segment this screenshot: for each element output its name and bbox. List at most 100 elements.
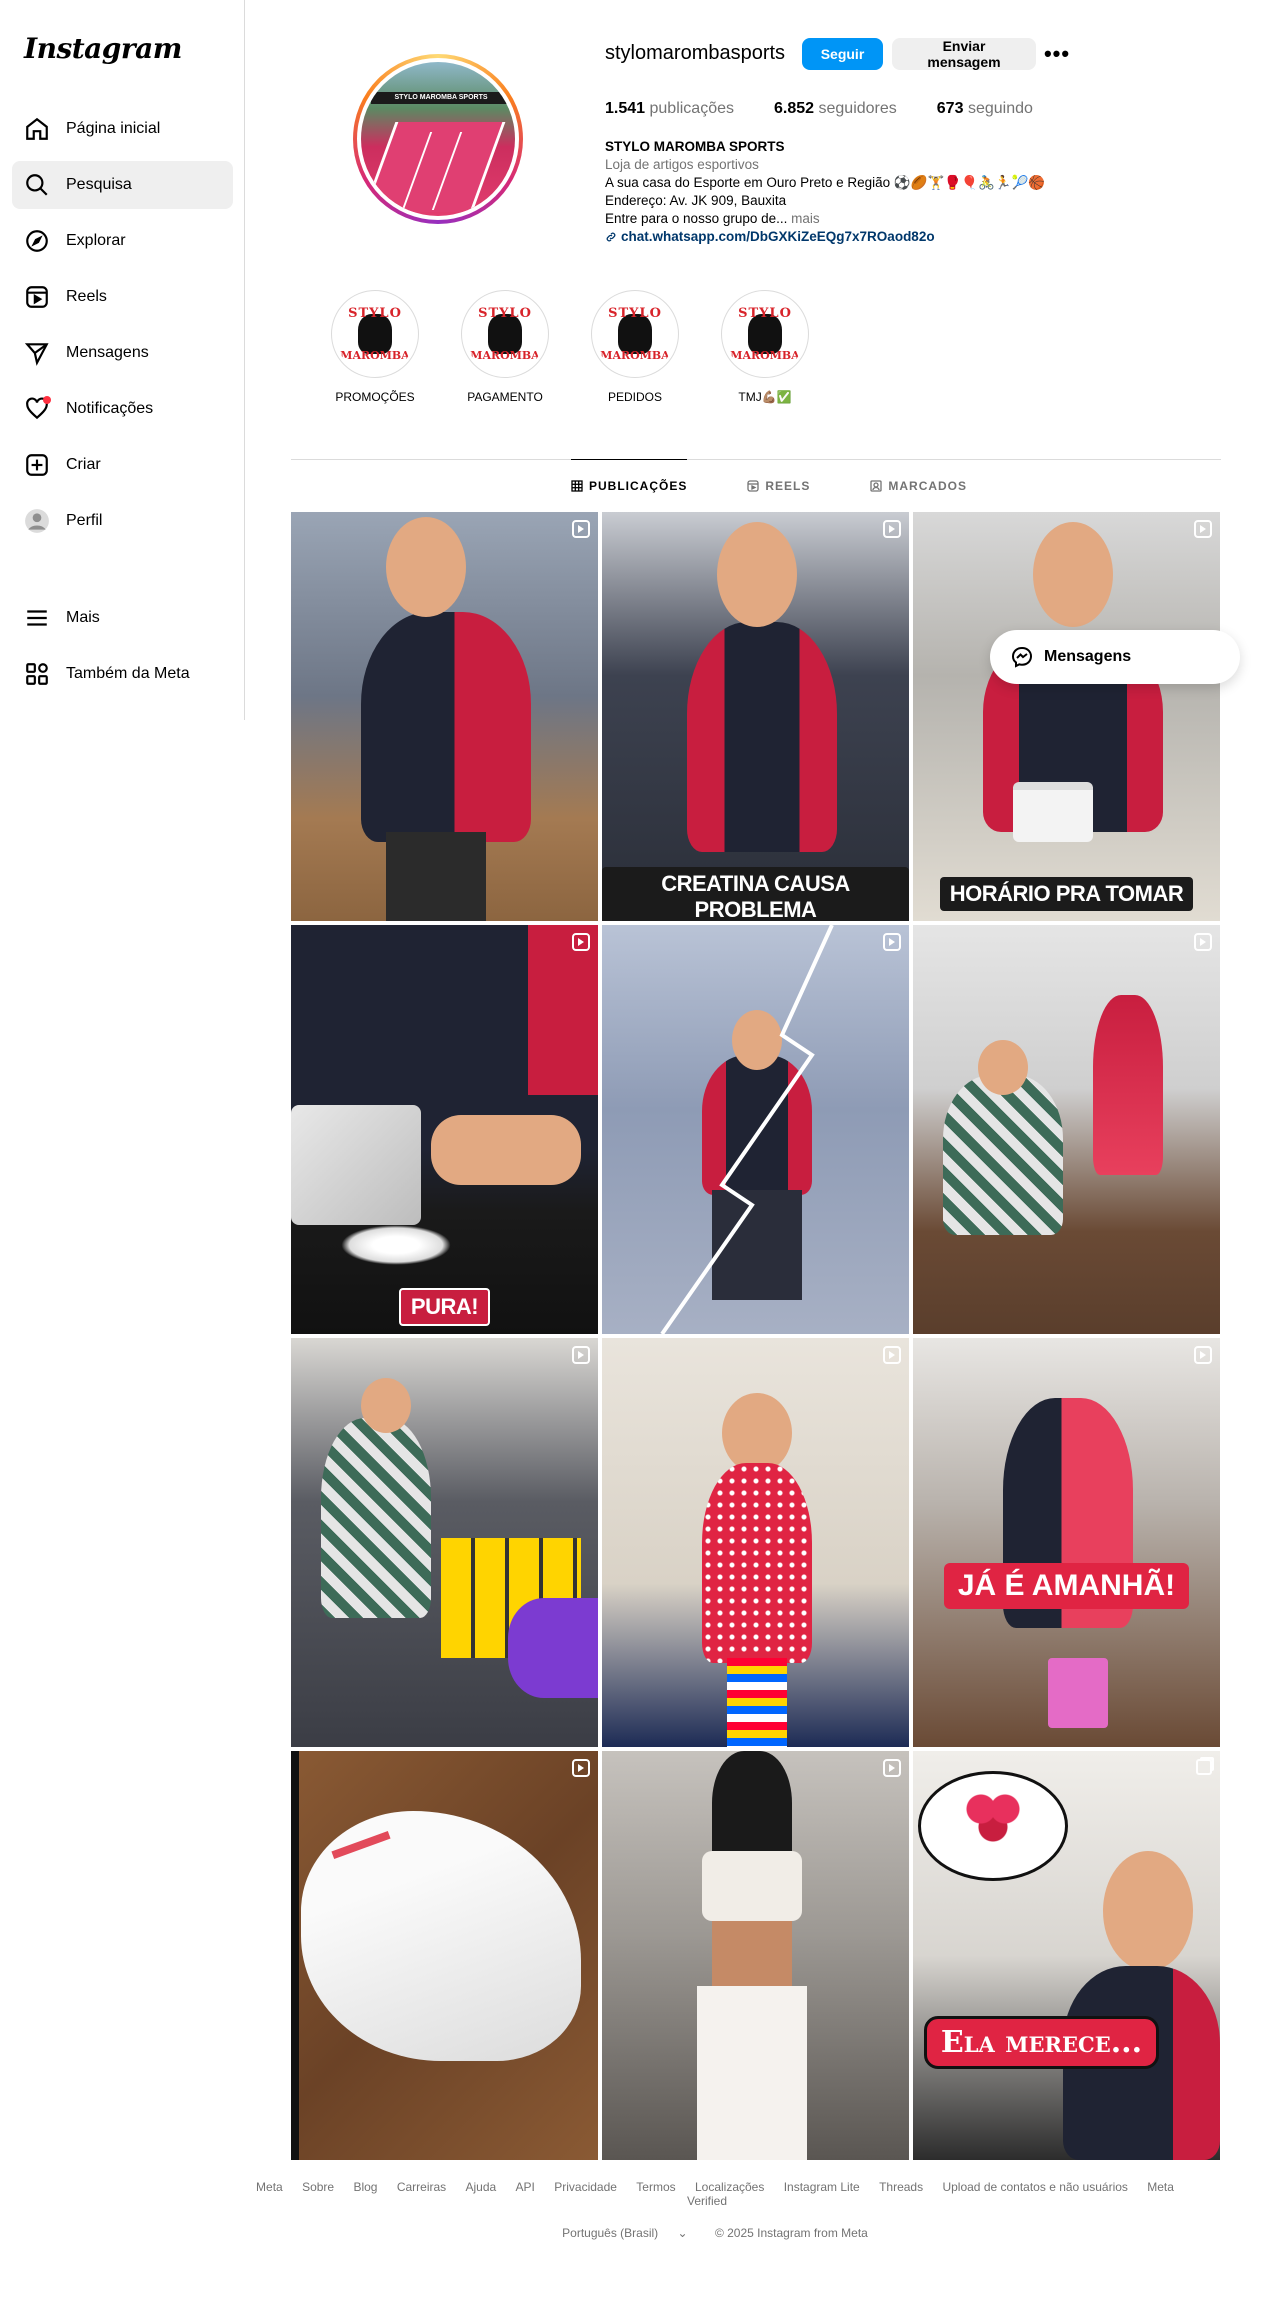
tab-tagged[interactable]: MARCADOS (870, 460, 967, 512)
following-label: seguindo (967, 100, 1033, 117)
tab-posts[interactable]: PUBLICAÇÕES (571, 459, 688, 511)
post-caption: PURA! (291, 1288, 598, 1326)
reel-icon (572, 520, 590, 538)
plus-square-icon (24, 452, 50, 478)
post-thumbnail[interactable]: PURA! (291, 925, 598, 1334)
copyright: © 2025 Instagram from Meta (714, 2226, 868, 2240)
bodybuilder-icon (488, 314, 522, 354)
post-thumbnail[interactable] (913, 925, 1220, 1334)
floating-messages-button[interactable]: Mensagens (990, 630, 1240, 684)
posts-grid: CREATINA CAUSA PROBLEMA HORÁRIO PRA TOMA… (291, 512, 1221, 2160)
footer-link[interactable]: Privacidade (554, 2180, 617, 2194)
language-selector[interactable]: Português (Brasil) ⌄ (554, 2226, 695, 2240)
post-thumbnail[interactable] (291, 512, 598, 921)
avatar-image: STYLO MAROMBA SPORTS (361, 62, 515, 216)
reel-icon (883, 520, 901, 538)
post-thumbnail[interactable]: Ela merece... (913, 1751, 1220, 2160)
footer-link[interactable]: Instagram Lite (783, 2180, 860, 2194)
highlight-pagamento[interactable]: STYLO MAROMBA PAGAMENTO (460, 290, 550, 404)
carousel-icon (1196, 1759, 1212, 1775)
sidebar-item-label: Reels (66, 288, 107, 305)
footer-link[interactable]: Meta Verified (686, 2180, 1174, 2208)
footer-link[interactable]: Upload de contatos e não usuários (942, 2180, 1128, 2194)
sidebar-item-search[interactable]: Pesquisa (12, 161, 233, 209)
sidebar-item-label: Também da Meta (66, 665, 190, 682)
more-options-icon[interactable]: ••• (1043, 41, 1071, 66)
caption-text: JÁ É AMANHÃ! (943, 1563, 1190, 1609)
heart-icon (24, 396, 51, 422)
following-stat[interactable]: 673 seguindo (937, 100, 1033, 118)
post-thumbnail[interactable] (291, 1338, 598, 1747)
post-thumbnail[interactable] (602, 1751, 909, 2160)
meta-apps-icon (24, 661, 50, 687)
sidebar-item-explore[interactable]: Explorar (12, 217, 233, 265)
footer-link[interactable]: Ajuda (465, 2180, 497, 2194)
sidebar-item-label: Notificações (66, 400, 154, 417)
notification-badge (43, 396, 51, 404)
highlight-cover: STYLO MAROMBA (335, 294, 415, 374)
following-count: 673 (936, 100, 964, 117)
profile-tabs: PUBLICAÇÕES REELS MARCADOS (571, 459, 1027, 512)
sidebar-item-reels[interactable]: Reels (12, 273, 233, 321)
footer-link[interactable]: Carreiras (396, 2180, 447, 2194)
highlight-promocoes[interactable]: STYLO MAROMBA PROMOÇÕES (330, 290, 420, 404)
tutu-skirt (508, 1598, 598, 1698)
highlight-cover-text: STYLO (478, 306, 532, 321)
post-thumbnail[interactable]: HORÁRIO PRA TOMAR (913, 512, 1220, 921)
bio-more-link[interactable]: mais (791, 211, 820, 226)
sidebar-item-notifications[interactable]: Notificações (12, 385, 233, 433)
sidebar-item-home[interactable]: Página inicial (12, 105, 233, 153)
followers-count: 6.852 (774, 100, 815, 117)
messenger-icon (1011, 646, 1033, 668)
legs (712, 1190, 802, 1300)
highlight-tmj[interactable]: STYLO MAROMBA TMJ💪🏽✅ (720, 290, 810, 404)
tab-reels[interactable]: REELS (747, 460, 810, 512)
post-thumbnail[interactable]: CREATINA CAUSA PROBLEMA (602, 512, 909, 921)
highlight-cover-text: MAROMBA (340, 349, 410, 362)
highlight-ring: STYLO MAROMBA (461, 290, 549, 378)
followers-stat[interactable]: 6.852 seguidores (774, 100, 897, 118)
person-head (717, 522, 797, 627)
highlight-cover: STYLO MAROMBA (725, 294, 805, 374)
profile-category: Loja de artigos esportivos (605, 157, 759, 172)
post-caption: CREATINA CAUSA PROBLEMA (602, 867, 909, 921)
followers-label: seguidores (818, 100, 897, 117)
footer-link[interactable]: Threads (879, 2180, 924, 2194)
reel-icon (1194, 1346, 1212, 1364)
footer-link[interactable]: API (515, 2180, 535, 2194)
highlight-label: PAGAMENTO (467, 390, 543, 404)
footer-link[interactable]: Meta (256, 2180, 283, 2194)
reel-icon (883, 1759, 901, 1777)
tabs-divider (291, 459, 1221, 460)
post-thumbnail[interactable] (602, 1338, 909, 1747)
sidebar-item-create[interactable]: Criar (12, 441, 233, 489)
footer-link[interactable]: Blog (353, 2180, 378, 2194)
lightning-effect (660, 925, 834, 1334)
highlight-cover-text: STYLO (738, 306, 792, 321)
highlight-ring: STYLO MAROMBA (721, 290, 809, 378)
caption-text: Ela merece... (923, 2016, 1160, 2069)
sidebar-item-more[interactable]: Mais (12, 594, 233, 642)
footer-link[interactable]: Localizações (694, 2180, 765, 2194)
profile-avatar[interactable]: STYLO MAROMBA SPORTS (353, 54, 523, 224)
send-message-button[interactable]: Enviar mensagem (892, 38, 1036, 70)
creatine-jar (1013, 782, 1093, 842)
follow-button[interactable]: Seguir (802, 38, 883, 70)
footer-link[interactable]: Sobre (302, 2180, 335, 2194)
instagram-logo[interactable]: Instagram (24, 32, 182, 65)
highlight-cover-text: MAROMBA (470, 349, 540, 362)
highlight-pedidos[interactable]: STYLO MAROMBA PEDIDOS (590, 290, 680, 404)
footer-link[interactable]: Termos (636, 2180, 676, 2194)
reel-icon (883, 933, 901, 951)
floating-messages-label: Mensagens (1044, 648, 1132, 665)
bio-link[interactable]: chat.whatsapp.com/DbGXKiZeEQg7x7ROaod82o (605, 228, 1125, 246)
tagged-icon (870, 480, 883, 492)
sidebar-item-profile[interactable]: Perfil (12, 497, 233, 545)
post-thumbnail[interactable] (602, 925, 909, 1334)
language-label: Português (Brasil) (562, 2226, 659, 2240)
sidebar-item-messages[interactable]: Mensagens (12, 329, 233, 377)
sidebar-item-meta[interactable]: Também da Meta (12, 650, 233, 698)
post-thumbnail[interactable]: JÁ É AMANHÃ! (913, 1338, 1220, 1747)
post-thumbnail[interactable] (291, 1751, 598, 2160)
reel-icon (572, 933, 590, 951)
